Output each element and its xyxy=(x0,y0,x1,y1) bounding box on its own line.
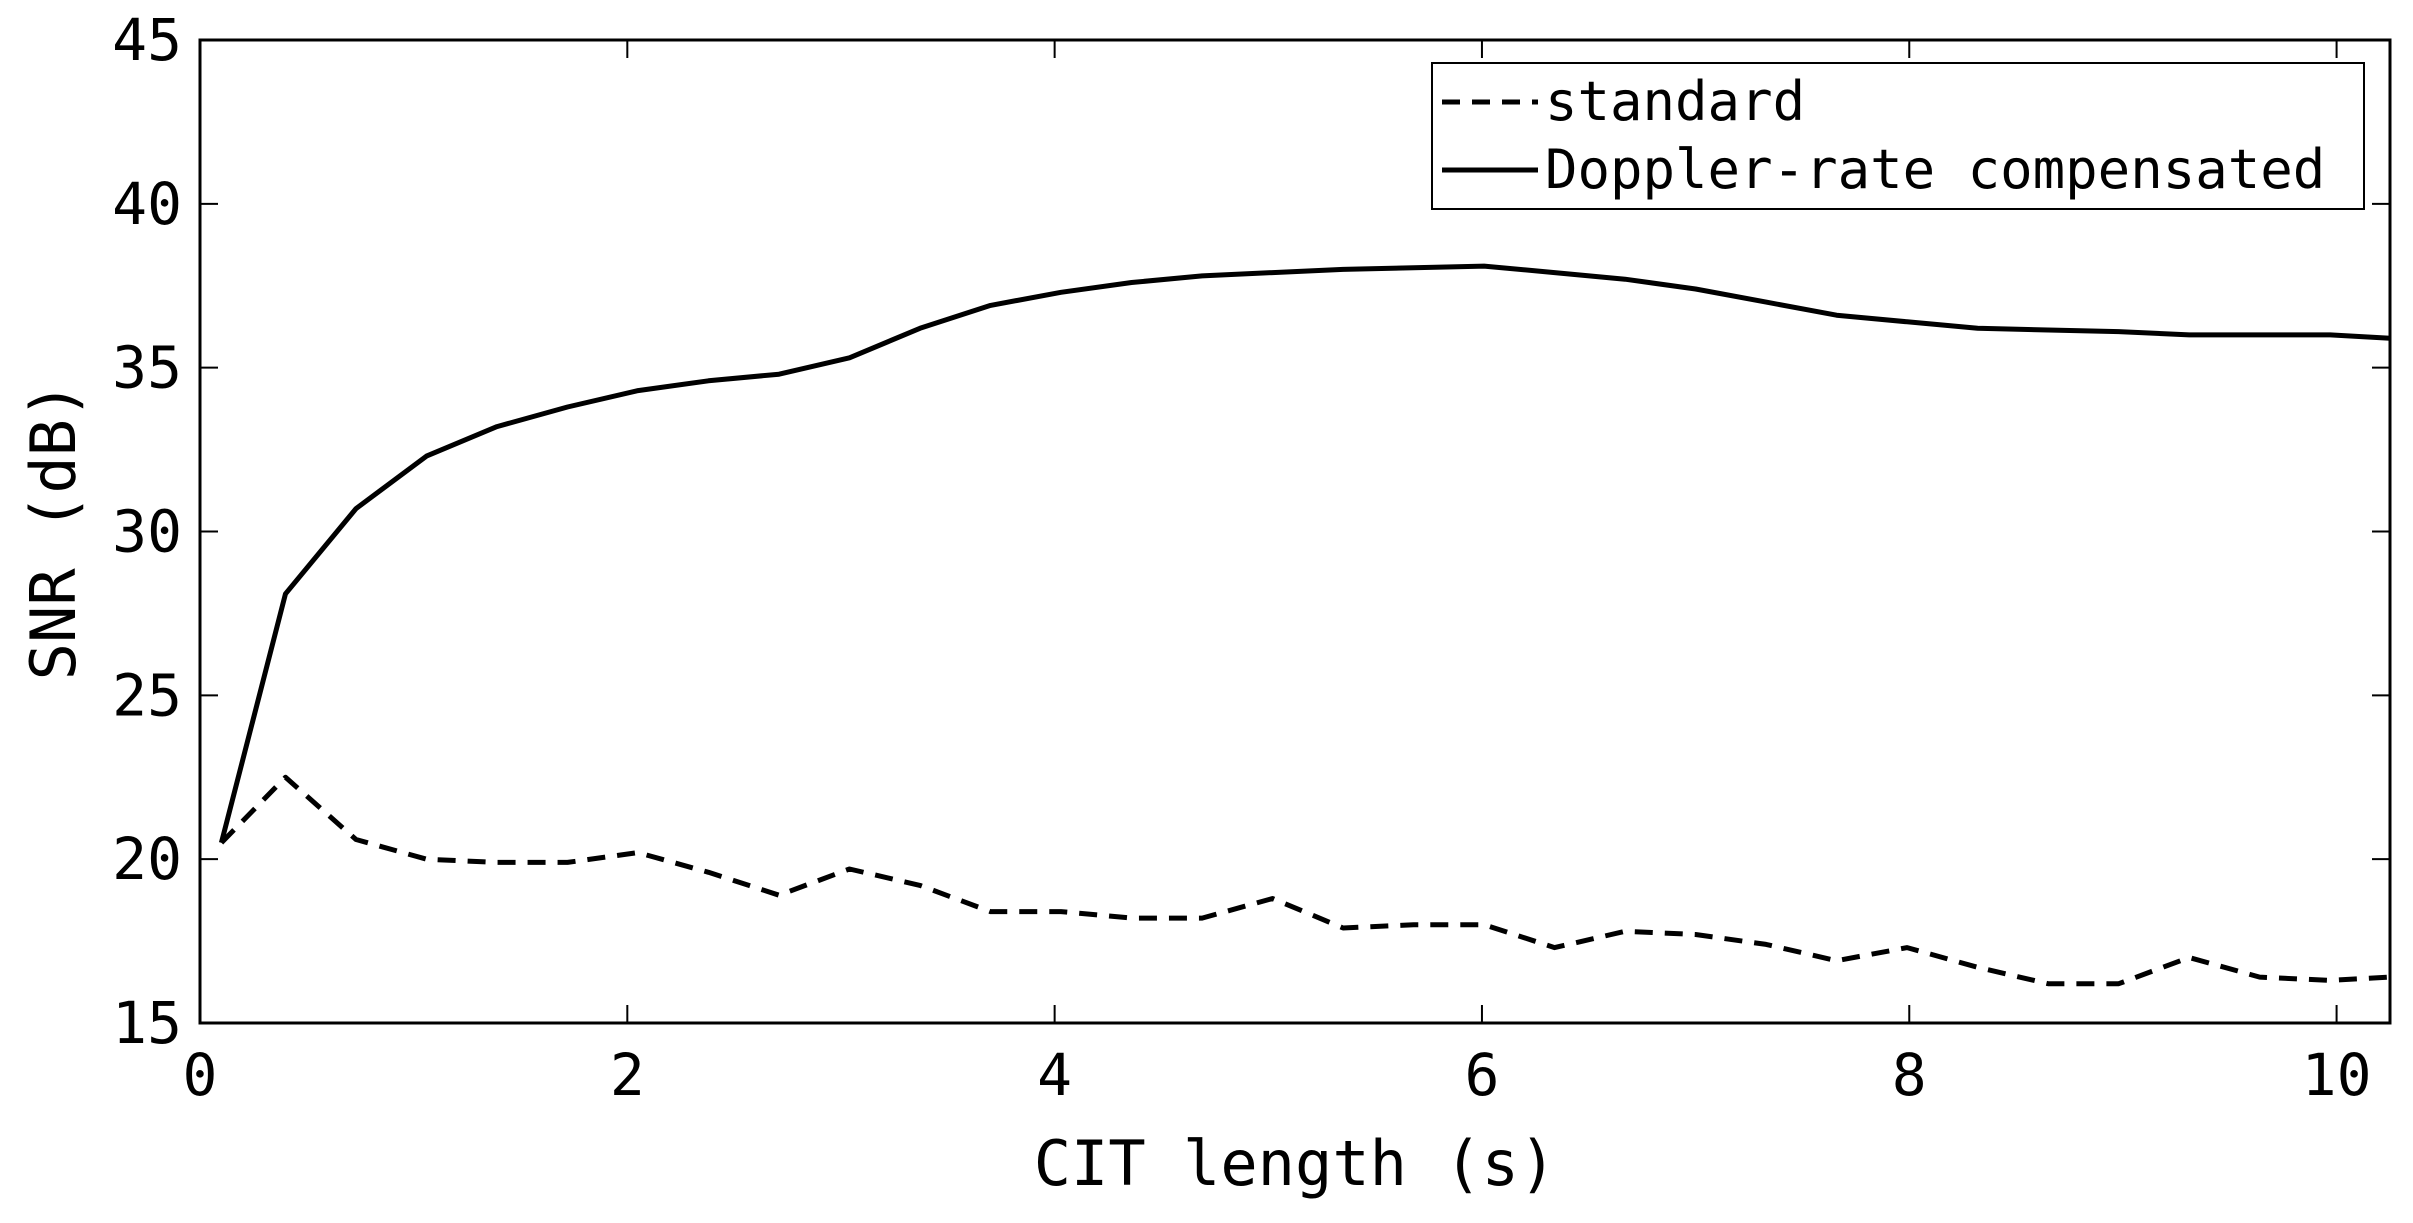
y-tick-label: 35 xyxy=(112,334,182,402)
series-lines xyxy=(218,263,2391,987)
x-axis-label: CIT length (s) xyxy=(1034,1127,1557,1200)
x-tick-label: 6 xyxy=(1464,1041,1499,1109)
y-tick-labels: 15 20 25 30 35 40 45 xyxy=(112,6,182,1057)
y-tick-label: 40 xyxy=(112,170,182,238)
x-tick-label: 0 xyxy=(183,1041,218,1109)
x-tick-label: 4 xyxy=(1037,1041,1072,1109)
x-tick-label: 2 xyxy=(610,1041,645,1109)
x-tick-label: 10 xyxy=(2302,1041,2372,1109)
legend: standard Doppler-rate compensated xyxy=(1431,62,2365,210)
series-line-doppler-rate-compensated xyxy=(218,263,2391,844)
x-tick-label: 8 xyxy=(1892,1041,1927,1109)
y-tick-label: 30 xyxy=(112,498,182,566)
y-axis-label: SNR (dB) xyxy=(17,382,90,681)
y-tick-label: 20 xyxy=(112,825,182,893)
y-tick-label: 15 xyxy=(112,989,182,1057)
legend-label-standard: standard xyxy=(1545,70,1805,133)
y-tick-label: 25 xyxy=(112,661,182,729)
x-tick-labels: 0 2 4 6 8 10 xyxy=(183,1041,2372,1109)
legend-box xyxy=(1431,62,2365,210)
legend-label-doppler: Doppler-rate compensated xyxy=(1545,138,2325,201)
y-tick-label: 45 xyxy=(112,6,182,74)
plot-frame xyxy=(198,38,2392,1025)
